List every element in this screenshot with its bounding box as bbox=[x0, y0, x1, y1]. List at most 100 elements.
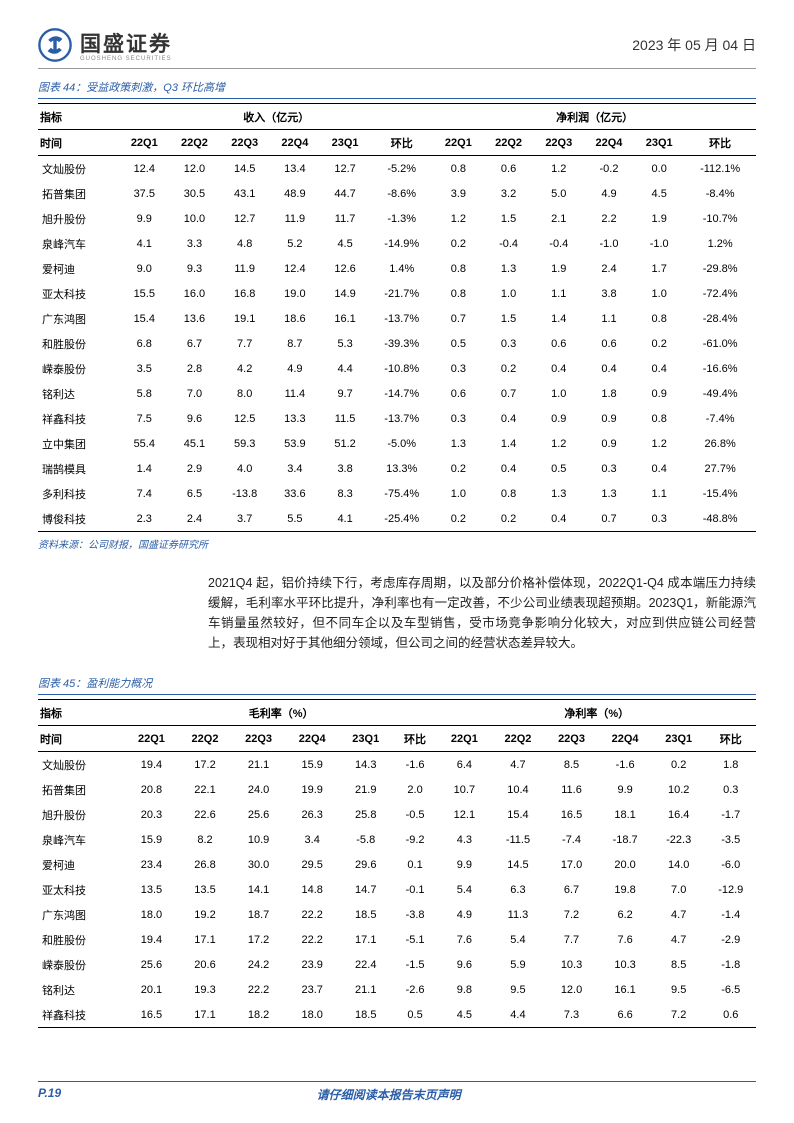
cell: 30.5 bbox=[169, 181, 219, 206]
cell: -1.6 bbox=[598, 752, 652, 778]
cell: 16.0 bbox=[169, 281, 219, 306]
col-5: 23Q1 bbox=[339, 726, 393, 752]
cell: 1.2% bbox=[684, 231, 756, 256]
row-label: 旭升股份 bbox=[38, 802, 125, 827]
table-row: 旭升股份9.910.012.711.911.7-1.3%1.21.52.12.2… bbox=[38, 206, 756, 231]
cell: 8.7 bbox=[270, 331, 320, 356]
cell: 0.7 bbox=[433, 306, 483, 331]
row-label: 铭利达 bbox=[38, 977, 125, 1002]
cell: 0.4 bbox=[634, 356, 684, 381]
cell: 6.5 bbox=[169, 481, 219, 506]
cell: 20.8 bbox=[125, 777, 179, 802]
cell: 0.7 bbox=[483, 381, 533, 406]
cell: 1.9 bbox=[534, 256, 584, 281]
cell: 22.6 bbox=[178, 802, 232, 827]
table-row: 博俊科技2.32.43.75.54.1-25.4%0.20.20.40.70.3… bbox=[38, 506, 756, 532]
cell: 17.1 bbox=[178, 1002, 232, 1028]
cell: 0.6 bbox=[483, 156, 533, 182]
cell: 1.0 bbox=[634, 281, 684, 306]
cell: 11.9 bbox=[220, 256, 270, 281]
cell: 0.9 bbox=[584, 431, 634, 456]
row-label: 铭利达 bbox=[38, 381, 119, 406]
brand-logo-icon bbox=[38, 28, 72, 62]
col-8: 22Q2 bbox=[491, 726, 545, 752]
cell: 33.6 bbox=[270, 481, 320, 506]
cell: 1.4 bbox=[119, 456, 169, 481]
cell: 21.9 bbox=[339, 777, 393, 802]
cell: 27.7% bbox=[684, 456, 756, 481]
row-label: 文灿股份 bbox=[38, 752, 125, 778]
col-7: 22Q1 bbox=[433, 130, 483, 156]
table-row: 旭升股份20.322.625.626.325.8-0.512.115.416.5… bbox=[38, 802, 756, 827]
cell: 14.7 bbox=[339, 877, 393, 902]
cell: 1.3 bbox=[483, 256, 533, 281]
cell: 6.4 bbox=[438, 752, 492, 778]
cell: 4.5 bbox=[634, 181, 684, 206]
cell: -1.0 bbox=[584, 231, 634, 256]
col-7: 22Q1 bbox=[438, 726, 492, 752]
cell: 2.3 bbox=[119, 506, 169, 532]
cell: 17.0 bbox=[545, 852, 599, 877]
cell: -25.4% bbox=[370, 506, 433, 532]
cell: 1.0 bbox=[534, 381, 584, 406]
cell: 9.9 bbox=[438, 852, 492, 877]
cell: 4.8 bbox=[220, 231, 270, 256]
row-label: 拓普集团 bbox=[38, 181, 119, 206]
table-row: 爱柯迪9.09.311.912.412.61.4%0.81.31.92.41.7… bbox=[38, 256, 756, 281]
cell: 8.2 bbox=[178, 827, 232, 852]
col-3: 22Q3 bbox=[232, 726, 286, 752]
cell: 4.9 bbox=[438, 902, 492, 927]
col-8: 22Q2 bbox=[483, 130, 533, 156]
cell: 11.9 bbox=[270, 206, 320, 231]
cell: 7.7 bbox=[545, 927, 599, 952]
cell: 7.2 bbox=[545, 902, 599, 927]
col-10: 22Q4 bbox=[598, 726, 652, 752]
brand-block: 国盛证券 GUOSHENG SECURITIES bbox=[38, 28, 172, 62]
row-label: 旭升股份 bbox=[38, 206, 119, 231]
table-row: 亚太科技13.513.514.114.814.7-0.15.46.36.719.… bbox=[38, 877, 756, 902]
cell: 10.4 bbox=[491, 777, 545, 802]
cell: 14.1 bbox=[232, 877, 286, 902]
cell: 5.5 bbox=[270, 506, 320, 532]
cell: 7.4 bbox=[119, 481, 169, 506]
col-3: 22Q3 bbox=[220, 130, 270, 156]
col-5: 23Q1 bbox=[320, 130, 370, 156]
col-11: 23Q1 bbox=[652, 726, 706, 752]
page-header: 国盛证券 GUOSHENG SECURITIES 2023 年 05 月 04 … bbox=[38, 28, 756, 69]
cell: -6.0 bbox=[705, 852, 756, 877]
cell: 4.5 bbox=[320, 231, 370, 256]
cell: 26.8% bbox=[684, 431, 756, 456]
cell: -15.4% bbox=[684, 481, 756, 506]
cell: 22.1 bbox=[178, 777, 232, 802]
cell: -1.0 bbox=[634, 231, 684, 256]
cell: -1.8 bbox=[705, 952, 756, 977]
cell: 5.4 bbox=[438, 877, 492, 902]
cell: 0.6 bbox=[584, 331, 634, 356]
brand-name-en: GUOSHENG SECURITIES bbox=[80, 56, 172, 62]
cell: -11.5 bbox=[491, 827, 545, 852]
cell: 0.2 bbox=[483, 356, 533, 381]
cell: 22.2 bbox=[285, 927, 339, 952]
cell: 3.2 bbox=[483, 181, 533, 206]
cell: -7.4 bbox=[545, 827, 599, 852]
cell: 11.3 bbox=[491, 902, 545, 927]
cell: 15.5 bbox=[119, 281, 169, 306]
cell: 1.3 bbox=[534, 481, 584, 506]
row-label: 广东鸿图 bbox=[38, 902, 125, 927]
cell: 5.8 bbox=[119, 381, 169, 406]
cell: 0.9 bbox=[634, 381, 684, 406]
cell: 0.3 bbox=[584, 456, 634, 481]
cell: 20.0 bbox=[598, 852, 652, 877]
cell: -0.4 bbox=[534, 231, 584, 256]
cell: 0.4 bbox=[483, 456, 533, 481]
cell: 45.1 bbox=[169, 431, 219, 456]
cell: -2.9 bbox=[705, 927, 756, 952]
col-4: 22Q4 bbox=[285, 726, 339, 752]
cell: -28.4% bbox=[684, 306, 756, 331]
cell: 10.9 bbox=[232, 827, 286, 852]
col-2: 22Q2 bbox=[178, 726, 232, 752]
cell: 6.2 bbox=[598, 902, 652, 927]
col-2: 22Q2 bbox=[169, 130, 219, 156]
cell: 8.0 bbox=[220, 381, 270, 406]
cell: 0.5 bbox=[433, 331, 483, 356]
